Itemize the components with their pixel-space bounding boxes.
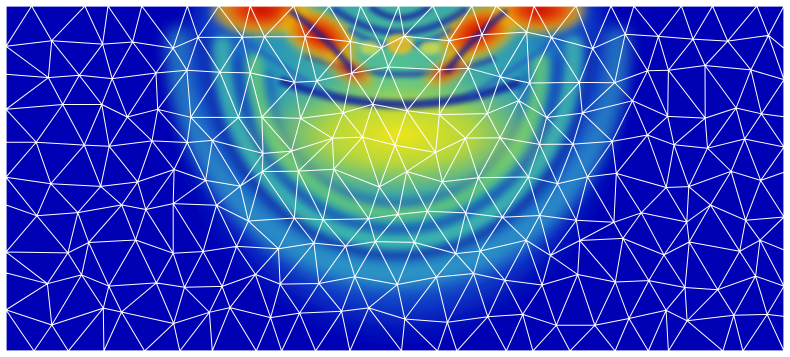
source-region <box>207 6 590 98</box>
domain-border <box>5 5 785 352</box>
mesh-edges <box>6 6 784 351</box>
triangular-mesh <box>6 6 784 351</box>
yellow-core <box>235 70 565 210</box>
